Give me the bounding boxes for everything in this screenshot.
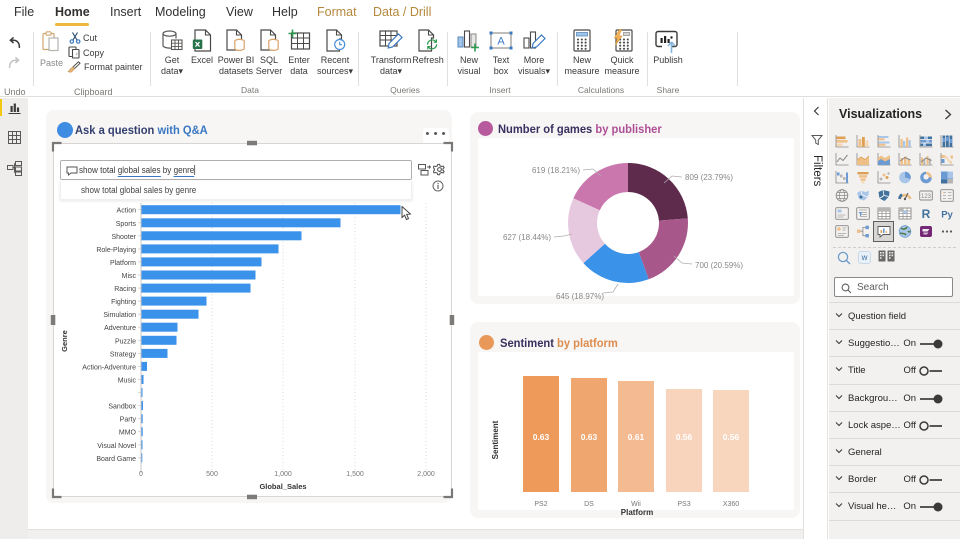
svg-text:Action-Adventure: Action-Adventure [82,364,136,371]
svg-text:R: R [922,207,931,220]
svg-text:1,500: 1,500 [346,471,364,478]
svg-text:DS: DS [584,501,594,508]
svg-text:Action: Action [117,208,137,215]
svg-text:Adventure: Adventure [104,325,136,332]
svg-text:Puzzle: Puzzle [115,338,136,345]
svg-text:Sandbox: Sandbox [108,404,136,411]
svg-text:Board Game: Board Game [96,456,136,463]
svg-text:Wii: Wii [631,501,641,508]
svg-text:Genre: Genre [60,330,69,352]
svg-text:619 (18.21%): 619 (18.21%) [532,166,580,175]
svg-text:809 (23.79%): 809 (23.79%) [685,173,733,182]
svg-text:PS3: PS3 [677,501,690,508]
svg-text:Platform: Platform [621,508,653,517]
svg-text:Fighting: Fighting [111,299,136,306]
svg-text:2,000: 2,000 [417,471,435,478]
svg-text:Sports: Sports [116,221,137,228]
svg-text:Global_Sales: Global_Sales [259,482,306,491]
svg-text:0: 0 [139,471,143,478]
svg-text:Party: Party [120,417,137,424]
svg-text:Shooter: Shooter [111,234,136,241]
svg-text:Sentiment: Sentiment [491,420,500,459]
svg-text:A: A [497,36,505,48]
svg-text:MMO: MMO [119,430,137,437]
svg-text:0.61: 0.61 [628,432,645,442]
svg-text:Py: Py [941,210,953,221]
svg-text:0.56: 0.56 [676,432,693,442]
svg-text:Role-Playing: Role-Playing [96,247,136,254]
svg-text:PS2: PS2 [534,501,547,508]
svg-text:Music: Music [118,378,137,385]
svg-text:123: 123 [921,194,932,200]
svg-text:627 (18.44%): 627 (18.44%) [503,233,551,242]
svg-text:700 (20.59%): 700 (20.59%) [695,261,743,270]
svg-text:0.63: 0.63 [581,432,598,442]
svg-text:Platform: Platform [110,260,136,267]
svg-text:Misc: Misc [122,273,137,280]
svg-text:0.63: 0.63 [533,432,550,442]
svg-text:Strategy: Strategy [110,351,137,358]
svg-text:Simulation: Simulation [103,312,136,319]
svg-text:645 (18.97%): 645 (18.97%) [556,292,604,301]
svg-text:500: 500 [206,471,218,478]
svg-text:Visual Novel: Visual Novel [97,443,136,450]
svg-text:X360: X360 [723,501,739,508]
svg-text:1,000: 1,000 [274,471,292,478]
svg-text:0.56: 0.56 [723,432,740,442]
svg-text:Racing: Racing [114,286,136,293]
